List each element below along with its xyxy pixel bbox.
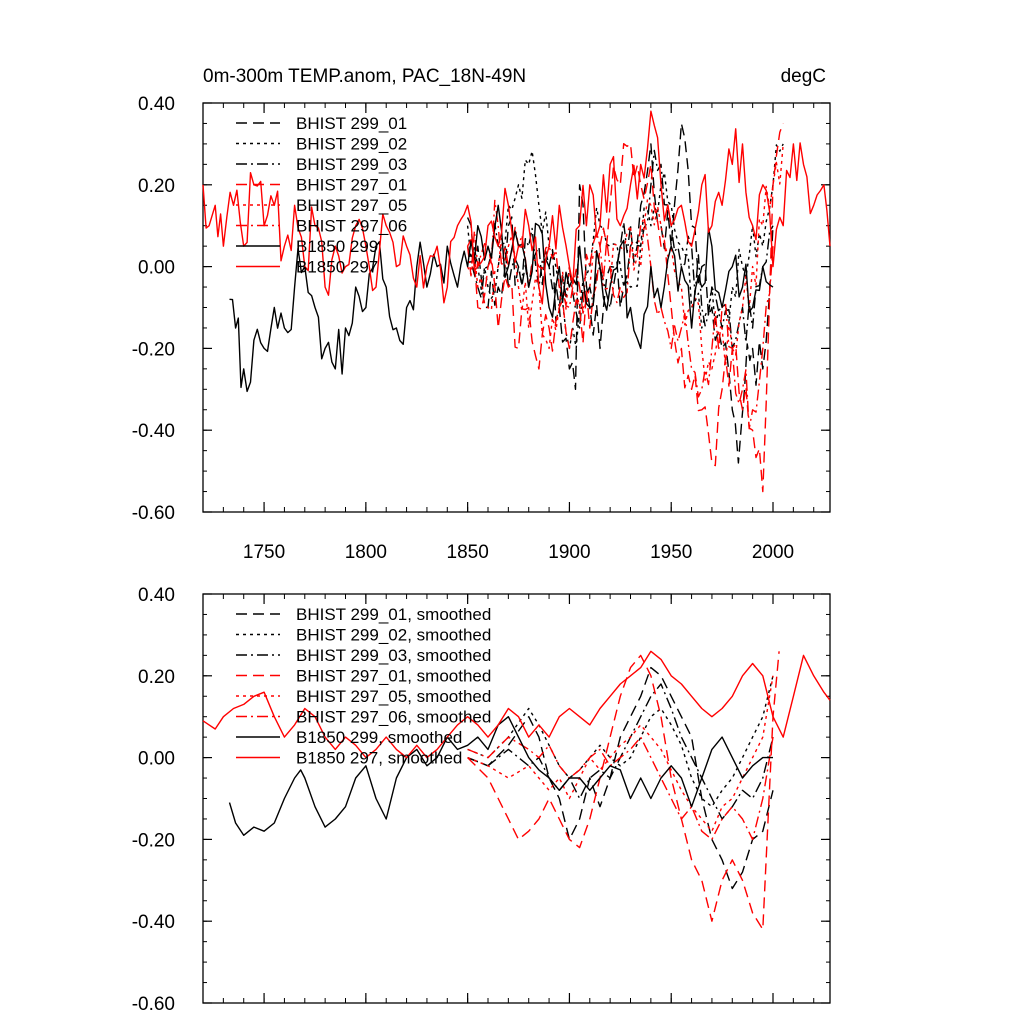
y-tick-label: 0.00 (138, 258, 175, 279)
y-tick-label: -0.20 (132, 339, 175, 360)
series-lines (202, 650, 831, 931)
series-line (467, 675, 774, 832)
axis-ticks: 0.40 0.20 0.00 -0.20 -0.40 -0.60 (132, 585, 830, 1015)
y-tick-label: 0.40 (138, 585, 175, 606)
series-line (467, 651, 780, 931)
series-line (202, 110, 831, 305)
y-tick-label: 0.40 (138, 94, 175, 115)
y-tick-label: -0.20 (132, 830, 175, 851)
legend: BHIST 299_01, smoothed BHIST 299_02, smoo… (236, 605, 491, 768)
y-tick-label: -0.60 (132, 994, 175, 1015)
legend-label: BHIST 299_03, smoothed (296, 646, 491, 665)
legend-label: B1850 297, smoothed (296, 749, 462, 768)
series-line (466, 143, 784, 350)
bottom-panel: 0.40 0.20 0.00 -0.20 -0.40 -0.60 BHIST 299_01… (132, 585, 831, 1015)
y-tick-label: -0.60 (132, 503, 175, 524)
series-line (466, 122, 774, 464)
legend-label: BHIST 297_05 (296, 196, 407, 215)
legend-label: BHIST 299_02, smoothed (296, 626, 491, 645)
series-lines (202, 110, 831, 493)
legend-label: BHIST 297_06 (296, 217, 407, 236)
series-line (466, 143, 784, 381)
y-tick-label: -0.40 (132, 912, 175, 933)
legend-label: BHIST 299_01, smoothed (296, 605, 491, 624)
series-line (467, 666, 774, 890)
series-line (202, 650, 831, 759)
x-tick-label: 1800 (345, 542, 387, 563)
chart-title: 0m-300m TEMP.anom, PAC_18N-49N (203, 66, 526, 87)
series-line (466, 123, 784, 493)
legend-label: BHIST 297_06, smoothed (296, 708, 491, 727)
legend-label: BHIST 299_03 (296, 155, 407, 174)
legend-label: B1850 297 (296, 258, 378, 277)
series-line (467, 683, 774, 820)
y-tick-label: 0.20 (138, 176, 175, 197)
x-tick-label: 1900 (548, 542, 590, 563)
legend-label: BHIST 297_01, smoothed (296, 667, 491, 686)
legend-label: BHIST 299_01 (296, 114, 407, 133)
x-tick-label: 1950 (650, 542, 692, 563)
legend-label: B1850 299, smoothed (296, 728, 462, 747)
axis-ticks: 0.40 0.20 0.00 -0.20 -0.40 -0.60 1750 1800 1850 1… (132, 94, 830, 563)
legend-label: BHIST 299_02 (296, 135, 407, 154)
series-line (229, 204, 774, 393)
x-tick-label: 1850 (447, 542, 489, 563)
y-tick-label: 0.20 (138, 667, 175, 688)
series-line (467, 736, 774, 841)
series-line (228, 716, 773, 836)
legend-label: B1850 299 (296, 237, 378, 256)
x-tick-label: 1750 (243, 542, 285, 563)
top-panel: 0m-300m TEMP.anom, PAC_18N-49N degC 0.40… (132, 66, 831, 563)
legend-label: BHIST 297_01 (296, 176, 407, 195)
y-tick-label: 0.00 (138, 749, 175, 770)
y-tick-label: -0.40 (132, 421, 175, 442)
legend-label: BHIST 297_05, smoothed (296, 687, 491, 706)
units-label: degC (781, 66, 826, 87)
x-tick-label: 2000 (752, 542, 794, 563)
